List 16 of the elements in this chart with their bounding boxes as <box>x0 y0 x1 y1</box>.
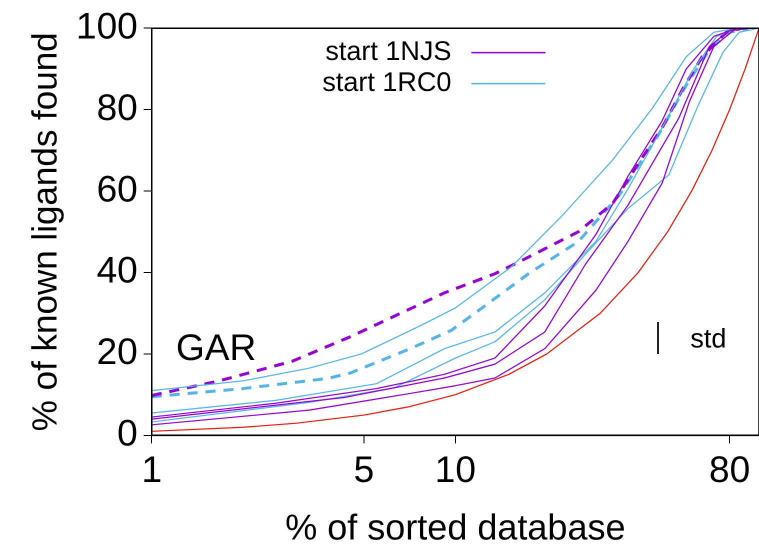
y-tick-label: 0 <box>117 412 138 454</box>
x-axis-title: % of sorted database <box>285 506 626 548</box>
y-axis-title: % of known ligands found <box>26 32 65 432</box>
x-tick-label: 10 <box>434 448 476 490</box>
y-tick-label: 80 <box>96 86 138 128</box>
y-tick-label: 100 <box>76 5 138 46</box>
y-tick-label: 20 <box>96 331 138 372</box>
x-tick-label: 5 <box>354 448 374 490</box>
legend-label: start 1NJS <box>325 36 452 66</box>
annotation: std <box>690 324 726 354</box>
x-tick-label: 80 <box>708 448 750 490</box>
annotation: GAR <box>176 327 256 368</box>
y-tick-label: 40 <box>96 250 138 291</box>
x-tick-label: 1 <box>141 448 162 490</box>
y-tick-label: 60 <box>96 168 138 210</box>
legend-label: start 1RC0 <box>322 67 452 98</box>
